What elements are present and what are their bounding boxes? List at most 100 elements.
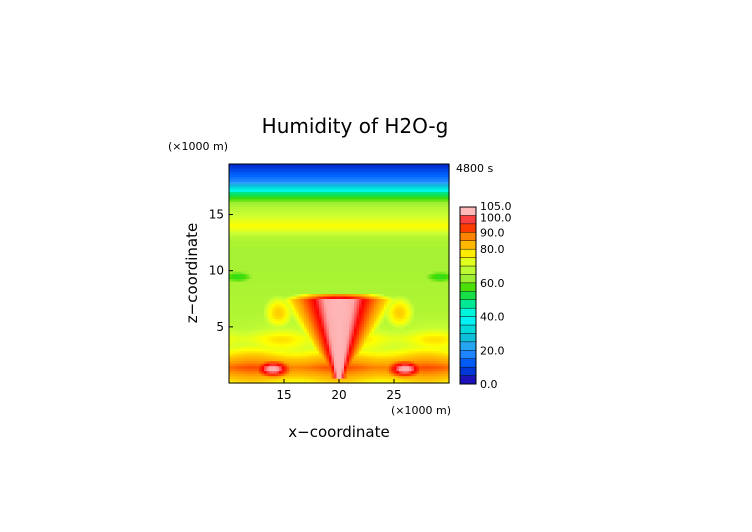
heatmap-cell [404, 271, 408, 275]
heatmap-cell [339, 353, 343, 357]
heatmap-cell [259, 340, 263, 344]
heatmap-cell [326, 318, 330, 322]
heatmap-cell [414, 343, 418, 347]
heatmap-cell [229, 318, 233, 322]
heatmap-cell [254, 293, 258, 297]
heatmap-cell [414, 353, 418, 357]
heatmap-cell [424, 378, 428, 382]
heatmap-cell [304, 253, 308, 257]
heatmap-cell [269, 246, 273, 250]
heatmap-cell [259, 313, 263, 317]
heatmap-cell [389, 241, 393, 245]
heatmap-cell [351, 280, 355, 285]
heatmap-cell [406, 353, 410, 357]
heatmap-cell [384, 320, 388, 324]
heatmap-cell [241, 335, 245, 339]
heatmap-cell [424, 325, 428, 329]
heatmap-cell [234, 348, 238, 352]
heatmap-cell [271, 251, 275, 255]
heatmap-cell [409, 365, 413, 369]
heatmap-cell [296, 323, 300, 327]
heatmap-cell [244, 278, 248, 282]
heatmap-cell [369, 320, 373, 324]
heatmap-cell [239, 256, 243, 260]
heatmap-cell [271, 365, 275, 369]
heatmap-cell [316, 275, 320, 280]
heatmap-cell [309, 320, 313, 324]
heatmap-cell [331, 253, 335, 257]
heatmap-cell [231, 365, 235, 369]
heatmap-cell [426, 320, 430, 324]
heatmap-cell [364, 325, 368, 329]
heatmap-cell [371, 256, 375, 260]
heatmap-cell [269, 378, 273, 382]
heatmap-cell [286, 258, 290, 262]
heatmap-cell [421, 266, 425, 270]
heatmap-cell [259, 268, 263, 272]
heatmap-cell [296, 295, 300, 299]
heatmap-cell [349, 305, 353, 309]
heatmap-cell [324, 271, 328, 275]
heatmap-cell [361, 345, 365, 349]
heatmap-cell [286, 333, 290, 337]
heatmap-cell [384, 246, 388, 250]
heatmap-cell [314, 328, 318, 332]
heatmap-cell [314, 368, 318, 372]
heatmap-cell [304, 353, 308, 357]
heatmap-cell [429, 315, 433, 319]
heatmap-cell [366, 275, 370, 280]
heatmap-cell [419, 335, 423, 339]
heatmap-cell [434, 271, 438, 275]
heatmap-cell [259, 323, 263, 327]
heatmap-cell [389, 285, 393, 290]
heatmap-cell [321, 343, 325, 347]
heatmap-cell [336, 323, 340, 327]
heatmap-cell [254, 248, 258, 252]
heatmap-cell [309, 248, 313, 252]
heatmap-cell [286, 368, 290, 372]
heatmap-cell [391, 261, 395, 265]
heatmap-cell [284, 373, 288, 377]
heatmap-cell [371, 318, 375, 322]
heatmap-cell [411, 256, 415, 260]
heatmap-cell [264, 246, 268, 250]
heatmap-cell [286, 246, 290, 250]
heatmap-cell [349, 295, 353, 299]
heatmap-cell [444, 263, 448, 267]
heatmap-cell [399, 370, 403, 374]
heatmap-cell [264, 318, 268, 322]
heatmap-cell [384, 368, 388, 372]
heatmap-cell [349, 338, 353, 342]
heatmap-cell [241, 308, 245, 312]
heatmap-cell [284, 290, 288, 295]
heatmap-cell [314, 333, 318, 337]
heatmap-cell [391, 271, 395, 275]
heatmap-cell [344, 271, 348, 275]
heatmap-cell [359, 335, 363, 339]
heatmap-cell [319, 258, 323, 262]
heatmap-cell [399, 258, 403, 262]
heatmap-cell [386, 340, 390, 344]
heatmap-cell [366, 360, 370, 364]
heatmap-cell [394, 290, 398, 295]
heatmap-cell [251, 295, 255, 299]
heatmap-cell [274, 261, 278, 265]
heatmap-cell [256, 246, 260, 250]
heatmap-cell [391, 353, 395, 357]
heatmap-cell [351, 370, 355, 374]
heatmap-cell [411, 300, 415, 304]
heatmap-cell [259, 370, 263, 374]
heatmap-cell [236, 241, 240, 245]
heatmap-cell [416, 278, 420, 282]
heatmap-cell [266, 325, 270, 329]
heatmap-cell [349, 310, 353, 314]
heatmap-cell [236, 243, 240, 247]
heatmap-cell [439, 320, 443, 324]
heatmap-cell [381, 263, 385, 267]
heatmap-cell [234, 278, 238, 282]
heatmap-cell [274, 370, 278, 374]
heatmap-cell [309, 258, 313, 262]
heatmap-cell [366, 261, 370, 265]
heatmap-cell [346, 271, 350, 275]
heatmap-cell [306, 285, 310, 290]
